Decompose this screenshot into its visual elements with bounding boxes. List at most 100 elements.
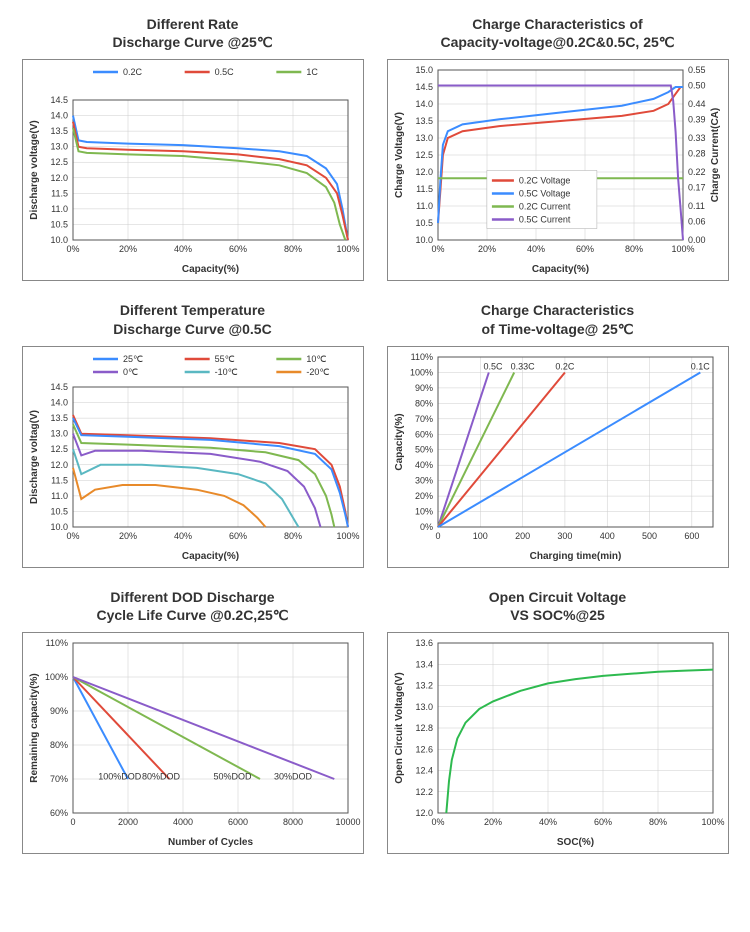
svg-text:70%: 70% <box>49 774 67 784</box>
svg-text:110%: 110% <box>410 352 432 362</box>
svg-text:40%: 40% <box>538 817 556 827</box>
svg-text:14.0: 14.0 <box>50 397 68 407</box>
series-line <box>73 677 334 779</box>
svg-text:10.0: 10.0 <box>50 522 68 532</box>
annotation: 0.5C <box>483 361 503 371</box>
chart-svg: 0%20%40%60%80%100%12.012.212.412.612.813… <box>388 633 728 853</box>
svg-text:10%: 10% <box>414 506 432 516</box>
y-axis-label: Open Circuit Voltage(V) <box>394 672 405 784</box>
svg-text:12.2: 12.2 <box>415 787 433 797</box>
svg-text:0: 0 <box>435 531 440 541</box>
svg-text:20%: 20% <box>118 244 136 254</box>
svg-text:80%: 80% <box>283 244 301 254</box>
svg-text:10000: 10000 <box>335 817 360 827</box>
svg-text:13.5: 13.5 <box>50 413 68 423</box>
svg-text:14.0: 14.0 <box>415 99 433 109</box>
svg-text:20%: 20% <box>477 244 495 254</box>
svg-text:12.4: 12.4 <box>415 766 433 776</box>
annotation: 0.1C <box>690 361 710 371</box>
series-line <box>73 677 169 779</box>
svg-text:100%: 100% <box>671 244 694 254</box>
svg-text:13.0: 13.0 <box>50 142 68 152</box>
svg-text:10.5: 10.5 <box>50 506 68 516</box>
svg-text:13.5: 13.5 <box>415 116 433 126</box>
svg-text:0%: 0% <box>431 244 444 254</box>
y-axis-label: Remaining capacity(%) <box>29 673 40 782</box>
svg-text:0.17: 0.17 <box>688 183 706 193</box>
svg-text:0.22: 0.22 <box>688 167 706 177</box>
legend-label: 0.2C <box>123 67 143 77</box>
series-line <box>73 468 266 527</box>
svg-text:90%: 90% <box>414 383 432 393</box>
annotation: 0.2C <box>555 361 575 371</box>
legend-label: 0.5C Current <box>518 215 570 225</box>
svg-text:0%: 0% <box>66 531 79 541</box>
svg-text:100%: 100% <box>336 244 359 254</box>
svg-text:80%: 80% <box>283 531 301 541</box>
chart-title: Open Circuit VoltageVS SOC%@25 <box>489 588 626 624</box>
annotation: 30%DOD <box>273 772 312 782</box>
svg-text:40%: 40% <box>173 244 191 254</box>
svg-text:12.8: 12.8 <box>415 723 433 733</box>
chart-title: Different DOD DischargeCycle Life Curve … <box>96 588 288 624</box>
legend-label: 0.5C <box>214 67 234 77</box>
svg-text:0: 0 <box>70 817 75 827</box>
annotation: 80%DOD <box>141 772 180 782</box>
x-axis-label: Charging time(min) <box>529 551 621 562</box>
svg-text:13.4: 13.4 <box>415 659 433 669</box>
svg-text:14.5: 14.5 <box>415 82 433 92</box>
svg-text:11.5: 11.5 <box>51 475 68 485</box>
chart-panel: Different RateDischarge Curve @25℃0%20%4… <box>15 15 370 281</box>
svg-text:80%: 80% <box>648 817 666 827</box>
chart-box: 020004000600080001000060%70%80%90%100%11… <box>22 632 364 854</box>
chart-title: Charge Characteristics ofCapacity-voltag… <box>440 15 674 51</box>
svg-text:12.5: 12.5 <box>50 158 68 168</box>
svg-text:40%: 40% <box>414 460 432 470</box>
annotation: 50%DOD <box>213 772 252 782</box>
chart-svg: 01002003004005006000%10%20%30%40%50%60%7… <box>388 347 728 567</box>
chart-panel: Charge Characteristicsof Time-voltage@ 2… <box>380 301 735 567</box>
svg-text:20%: 20% <box>118 531 136 541</box>
svg-text:50%: 50% <box>414 444 432 454</box>
x-axis-label: Capacity(%) <box>181 551 238 562</box>
svg-text:12.0: 12.0 <box>415 167 433 177</box>
svg-text:6000: 6000 <box>227 817 247 827</box>
chart-panel: Different DOD DischargeCycle Life Curve … <box>15 588 370 854</box>
chart-box: 01002003004005006000%10%20%30%40%50%60%7… <box>387 346 729 568</box>
chart-title: Charge Characteristicsof Time-voltage@ 2… <box>481 301 634 337</box>
chart-svg: 0%20%40%60%80%100%10.010.511.011.512.012… <box>23 347 363 567</box>
chart-box: 0%20%40%60%80%100%12.012.212.412.612.813… <box>387 632 729 854</box>
svg-text:110%: 110% <box>45 638 67 648</box>
svg-text:80%: 80% <box>624 244 642 254</box>
legend-label: -10℃ <box>214 367 237 377</box>
svg-text:100%: 100% <box>701 817 724 827</box>
svg-text:30%: 30% <box>414 475 432 485</box>
svg-text:0.55: 0.55 <box>688 65 706 75</box>
svg-text:0.44: 0.44 <box>688 99 706 109</box>
svg-text:11.5: 11.5 <box>51 189 68 199</box>
svg-text:100: 100 <box>472 531 487 541</box>
legend-label: 55℃ <box>214 354 234 364</box>
legend-label: 0℃ <box>123 367 138 377</box>
svg-text:0.00: 0.00 <box>688 235 706 245</box>
svg-text:60%: 60% <box>228 244 246 254</box>
svg-text:12.0: 12.0 <box>50 173 68 183</box>
series-line <box>73 122 348 240</box>
svg-text:11.5: 11.5 <box>416 184 433 194</box>
svg-text:13.0: 13.0 <box>415 702 433 712</box>
svg-text:11.0: 11.0 <box>51 491 68 501</box>
svg-text:10.5: 10.5 <box>415 218 433 228</box>
svg-text:8000: 8000 <box>282 817 302 827</box>
svg-text:20%: 20% <box>414 491 432 501</box>
x-axis-label: Number of Cycles <box>167 837 252 848</box>
svg-text:0.06: 0.06 <box>688 217 706 227</box>
svg-text:11.0: 11.0 <box>51 204 68 214</box>
series-line <box>73 415 348 527</box>
svg-text:14.5: 14.5 <box>50 382 68 392</box>
chart-panel: Different TemperatureDischarge Curve @0.… <box>15 301 370 567</box>
chart-panel: Open Circuit VoltageVS SOC%@250%20%40%60… <box>380 588 735 854</box>
legend-label: 0.2C Current <box>518 202 570 212</box>
y-axis-label: Discharge voltag(V) <box>29 410 40 504</box>
svg-text:12.6: 12.6 <box>415 744 433 754</box>
svg-text:12.5: 12.5 <box>50 444 68 454</box>
